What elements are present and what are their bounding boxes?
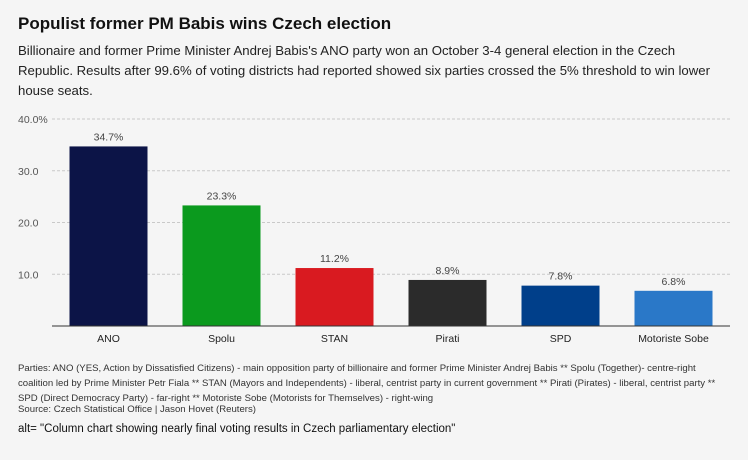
- x-tick-label: Motoriste Sobe: [638, 333, 709, 345]
- data-label: 34.7%: [94, 131, 124, 143]
- bar: [634, 290, 713, 326]
- data-label: 11.2%: [320, 253, 349, 265]
- chart-notes: Parties: ANO (YES, Action by Dissatisfie…: [18, 363, 716, 404]
- data-label: 23.3%: [207, 190, 237, 202]
- bar: [295, 268, 374, 326]
- bar: [408, 279, 487, 326]
- value-labels: 34.7% 23.3% 11.2% 8.9% 7.8% 6.8%: [94, 131, 686, 287]
- alt-text: alt= "Column chart showing nearly final …: [18, 423, 456, 435]
- data-label: 6.8%: [662, 276, 686, 288]
- x-tick-label: STAN: [321, 333, 348, 345]
- gridlines: 10.0 20.0 30.0 40.0%: [18, 114, 730, 281]
- chart-title: Populist former PM Babis wins Czech elec…: [18, 14, 392, 33]
- y-tick-label: 40.0%: [18, 114, 48, 126]
- bar: [69, 146, 148, 326]
- data-label: 8.9%: [436, 265, 460, 277]
- bars: [69, 146, 713, 326]
- data-label: 7.8%: [549, 271, 573, 283]
- x-axis: ANO Spolu STAN Pirati SPD Motoriste Sobe: [52, 325, 730, 345]
- bar-chart: 10.0 20.0 30.0 40.0% 34.7% 23.3% 11.2% 8.9% 7.8…: [18, 114, 730, 345]
- x-tick-label: ANO: [97, 333, 120, 345]
- x-tick-label: Spolu: [208, 333, 235, 345]
- y-tick-label: 30.0: [18, 166, 39, 178]
- chart-subtitle: Billionaire and former Prime Minister An…: [18, 43, 710, 98]
- bar: [521, 285, 600, 326]
- chart-source: Source: Czech Statistical Office | Jason…: [18, 404, 256, 415]
- x-tick-label: SPD: [550, 333, 572, 345]
- x-tick-label: Pirati: [436, 333, 460, 345]
- bar: [182, 205, 261, 326]
- y-tick-label: 20.0: [18, 218, 39, 230]
- y-tick-label: 10.0: [18, 269, 39, 281]
